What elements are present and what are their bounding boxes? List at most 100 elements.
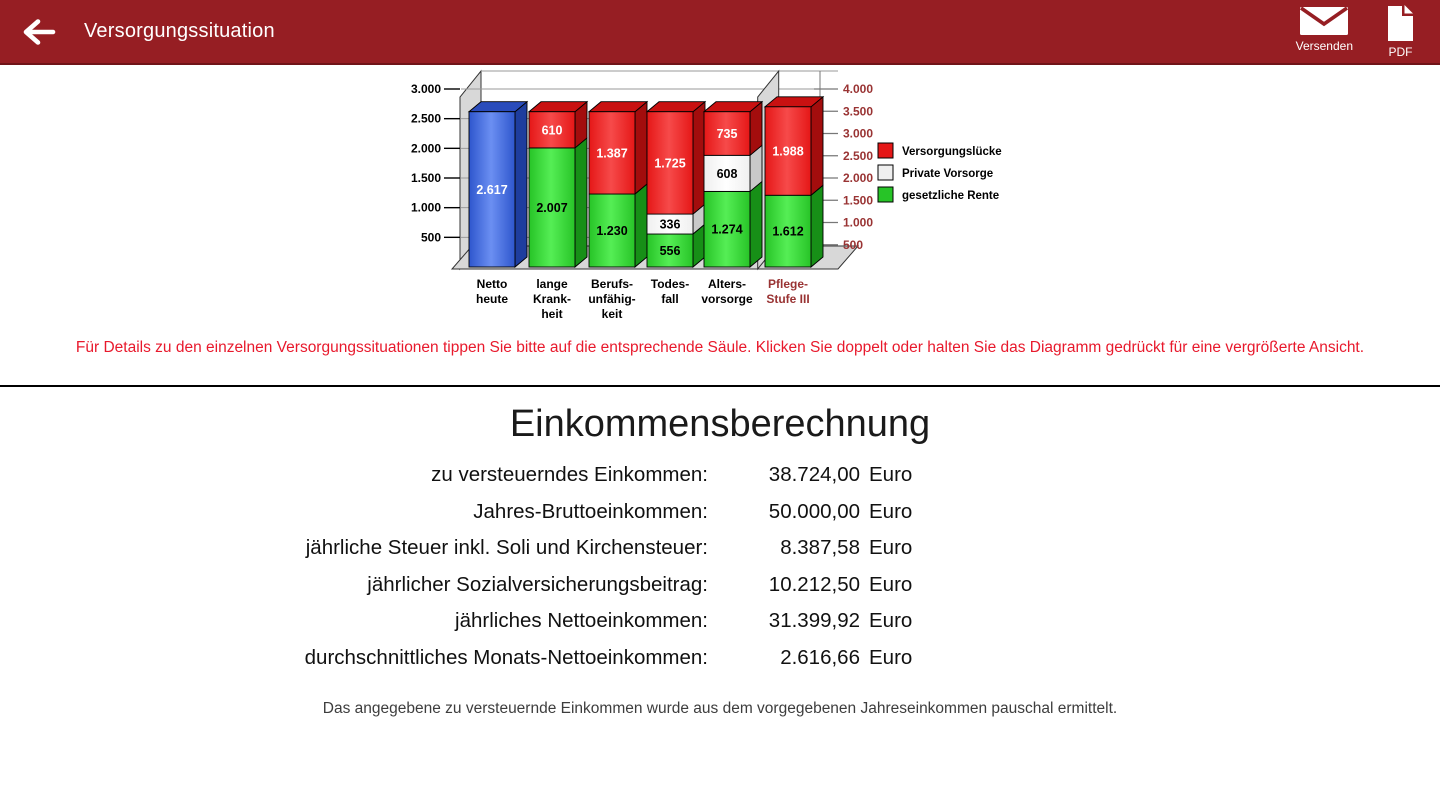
provision-chart-svg[interactable]: 2.617 2.007 610 1.230 1.387 556 336 1.725 1.274 6… <box>0 65 1440 323</box>
bar-segment-value: 1.230 <box>596 224 627 238</box>
pdf-document-icon <box>1388 4 1413 41</box>
send-button-label: Versenden <box>1295 38 1353 53</box>
bar-segment-value: 608 <box>717 167 738 181</box>
income-row: jährliches Nettoeinkommen: 31.399,92 Euro <box>0 603 1440 640</box>
category-label: keit <box>602 307 623 321</box>
category-label: lange <box>536 277 568 291</box>
income-row-label: zu versteuerndes Einkommen: <box>431 463 708 487</box>
category-label: unfähig- <box>588 292 635 306</box>
chart-bar-3[interactable]: 1.230 1.387 <box>587 100 649 268</box>
bar-segment-gesetzliche Rente[interactable] <box>764 194 812 268</box>
right-axis-tick-label: 4.000 <box>843 82 873 96</box>
send-button[interactable]: Versenden <box>1296 5 1353 59</box>
bar-segment-Versorgungslücke[interactable] <box>703 111 751 156</box>
income-row-unit: Euro <box>869 609 913 633</box>
envelope-icon <box>1300 6 1349 35</box>
income-row: jährliche Steuer inkl. Soli und Kirchens… <box>0 530 1440 567</box>
income-row-value: 10.212,50 <box>768 572 860 596</box>
category-label: heit <box>541 307 562 321</box>
right-axis-tick-label: 1.500 <box>843 193 873 207</box>
legend-swatch <box>877 164 894 181</box>
left-axis-tick-label: 1.500 <box>411 171 441 185</box>
right-axis-tick-label: 3.000 <box>843 127 873 141</box>
left-axis-tick-label: 2.500 <box>411 112 441 126</box>
legend-swatch <box>877 186 894 203</box>
income-row-value: 31.399,92 <box>768 609 860 633</box>
income-note: Das angegebene zu versteuernde Einkommen… <box>322 700 1118 717</box>
bar-segment-Versorgungslücke[interactable] <box>588 111 636 195</box>
bar-segment-Versorgungslücke[interactable] <box>646 111 694 215</box>
bar-segment-value: 1.274 <box>711 223 742 237</box>
income-row-value: 50.000,00 <box>768 499 860 523</box>
category-label: heute <box>476 292 508 306</box>
provision-chart[interactable]: 2.617 2.007 610 1.230 1.387 556 336 1.725 1.274 6… <box>0 65 1440 323</box>
bar-segment-Versorgungslücke[interactable] <box>764 106 812 196</box>
legend-item: gesetzliche Rente <box>877 186 999 203</box>
bar-segment-value: 2.007 <box>536 201 567 215</box>
income-section-title: Einkommensberechnung <box>509 403 931 445</box>
chart-instruction-text: Für Details zu den einzelnen Versorgungs… <box>75 339 1365 356</box>
category-label: Pflege- <box>768 277 808 291</box>
bar-segment-value: 610 <box>542 123 563 137</box>
bar-segment-Versorgungslücke[interactable] <box>528 111 576 149</box>
section-divider <box>0 385 1440 387</box>
pdf-button[interactable]: PDF <box>1387 4 1414 59</box>
bar-segment-gesetzliche Rente[interactable] <box>646 233 694 268</box>
bar-segment-value: 336 <box>660 218 681 232</box>
income-row-unit: Euro <box>869 536 913 560</box>
legend-label: Versorgungslücke <box>902 146 1002 158</box>
back-button[interactable] <box>16 10 60 54</box>
right-axis-tick-label: 2.000 <box>843 171 873 185</box>
income-row-value: 8.387,58 <box>780 536 860 560</box>
chart-bar-6[interactable]: 1.612 1.988 <box>763 95 825 268</box>
bar-segment-value: 1.612 <box>772 225 803 239</box>
category-label: vorsorge <box>701 292 753 306</box>
right-axis-tick-label: 1.000 <box>843 216 873 230</box>
income-row: zu versteuerndes Einkommen: 38.724,00 Euro <box>0 457 1440 494</box>
bar-segment-gesetzliche Rente[interactable] <box>703 190 751 268</box>
income-row-label: jährliches Nettoeinkommen: <box>455 609 708 633</box>
category-label: Berufs- <box>591 277 633 291</box>
bar-segment-Netto heute[interactable] <box>468 111 516 268</box>
right-axis-tick-label: 2.500 <box>843 149 873 163</box>
category-label: Stufe III <box>766 292 809 306</box>
appbar-actions: Versenden PDF <box>1296 4 1440 59</box>
income-table: zu versteuerndes Einkommen: 38.724,00 Euro… <box>0 457 1440 676</box>
category-label: Netto <box>477 277 508 291</box>
pdf-button-label: PDF <box>1388 44 1413 59</box>
back-arrow-icon <box>23 18 56 45</box>
income-row-unit: Euro <box>869 572 913 596</box>
chart-bar-4[interactable]: 556 336 1.725 <box>645 100 707 268</box>
income-row: Jahres-Bruttoeinkommen: 50.000,00 Euro <box>0 494 1440 531</box>
income-row-value: 38.724,00 <box>768 463 860 487</box>
income-row-label: durchschnittliches Monats-Nettoeinkommen… <box>304 645 708 669</box>
income-row-unit: Euro <box>869 645 913 669</box>
legend-item: Private Vorsorge <box>877 164 993 181</box>
bar-segment-gesetzliche Rente[interactable] <box>588 193 636 268</box>
bar-segment-value: 1.988 <box>772 145 803 159</box>
income-row-label: jährlicher Sozialversicherungsbeitrag: <box>367 572 708 596</box>
bar-segment-value: 556 <box>660 244 681 258</box>
left-axis-tick-label: 3.000 <box>411 82 441 96</box>
income-row-label: jährliche Steuer inkl. Soli und Kirchens… <box>305 536 708 560</box>
legend-label: gesetzliche Rente <box>902 190 999 202</box>
chart-bar-2[interactable]: 2.007 610 <box>527 100 589 268</box>
category-label: Alters- <box>708 277 746 291</box>
legend-item: Versorgungslücke <box>877 142 1002 159</box>
bar-segment-gesetzliche Rente[interactable] <box>528 147 576 268</box>
income-row-unit: Euro <box>869 463 913 487</box>
legend-swatch <box>877 142 894 159</box>
chart-bar-1[interactable]: 2.617 <box>467 100 529 268</box>
income-row: durchschnittliches Monats-Nettoeinkommen… <box>0 640 1440 677</box>
page-title: Versorgungssituation <box>84 20 275 42</box>
income-section: Einkommensberechnung zu versteuerndes Ei… <box>0 401 1440 718</box>
category-label: fall <box>661 292 678 306</box>
income-row-unit: Euro <box>869 499 913 523</box>
income-row: jährlicher Sozialversicherungsbeitrag: 10… <box>0 567 1440 604</box>
chart-bar-5[interactable]: 1.274 608 735 <box>702 100 764 268</box>
category-label: Todes- <box>651 277 689 291</box>
left-axis-tick-label: 1.000 <box>411 201 441 215</box>
category-label: Krank- <box>533 292 571 306</box>
left-axis-tick-label: 500 <box>421 230 441 244</box>
bar-segment-value: 735 <box>717 127 738 141</box>
